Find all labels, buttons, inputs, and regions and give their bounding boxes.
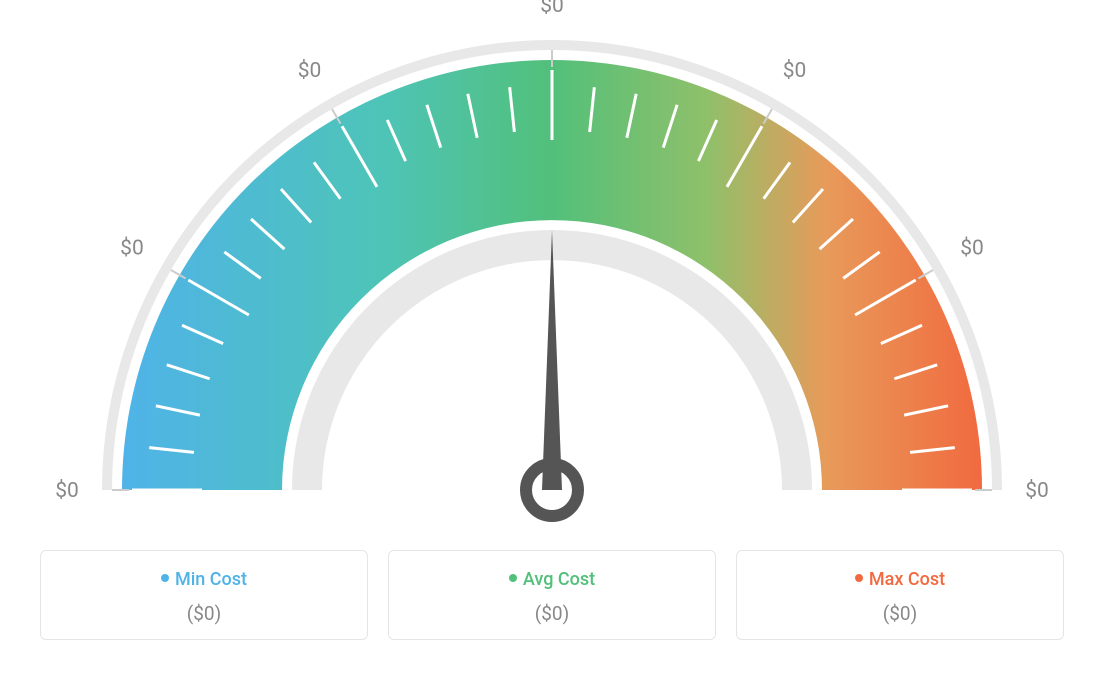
- svg-text:$0: $0: [120, 237, 144, 261]
- legend-card-min: Min Cost ($0): [40, 550, 368, 640]
- gauge-area: $0 $0 $0 $0 $0 $0 $0: [0, 0, 1104, 550]
- svg-text:$0: $0: [1025, 479, 1049, 503]
- legend-card-avg: Avg Cost ($0): [388, 550, 716, 640]
- legend-label-avg: Avg Cost: [401, 569, 703, 590]
- legend-value-max: ($0): [749, 602, 1051, 625]
- legend-dot-min: [161, 574, 169, 582]
- legend-row: Min Cost ($0) Avg Cost ($0) Max Cost ($0…: [0, 550, 1104, 640]
- legend-label-max: Max Cost: [749, 569, 1051, 590]
- legend-label-text-max: Max Cost: [869, 569, 945, 590]
- legend-dot-max: [855, 574, 863, 582]
- legend-card-max: Max Cost ($0): [736, 550, 1064, 640]
- legend-value-min: ($0): [53, 602, 355, 625]
- svg-text:$0: $0: [298, 59, 322, 83]
- svg-text:$0: $0: [783, 59, 807, 83]
- legend-label-min: Min Cost: [53, 569, 355, 590]
- legend-dot-avg: [509, 574, 517, 582]
- cost-gauge-container: $0 $0 $0 $0 $0 $0 $0 Min Cost ($0) Avg Cost ($…: [0, 0, 1104, 690]
- legend-label-text-min: Min Cost: [175, 569, 247, 590]
- svg-text:$0: $0: [960, 237, 984, 261]
- svg-text:$0: $0: [55, 479, 79, 503]
- gauge-svg: $0 $0 $0 $0 $0 $0 $0: [0, 0, 1104, 560]
- legend-value-avg: ($0): [401, 602, 703, 625]
- legend-label-text-avg: Avg Cost: [523, 569, 595, 590]
- svg-text:$0: $0: [540, 0, 564, 18]
